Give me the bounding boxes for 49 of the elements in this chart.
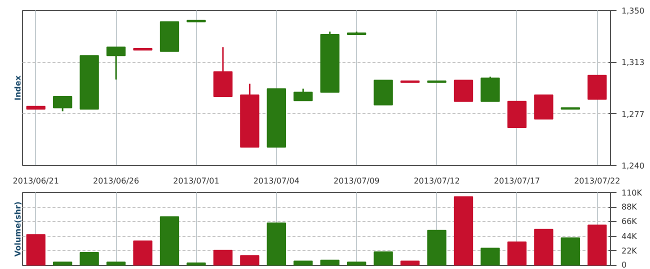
bar	[53, 262, 72, 266]
bar	[427, 230, 446, 266]
candlestick	[106, 46, 126, 80]
bar	[213, 250, 233, 266]
candlestick	[294, 88, 313, 102]
y-axis-title: Volume(shr)	[14, 201, 22, 257]
bar	[186, 262, 206, 266]
bar	[133, 240, 152, 266]
bar	[400, 260, 420, 266]
y-tick-label: 110K	[622, 188, 643, 198]
candlestick	[480, 76, 500, 102]
y-tick-label: 1,313	[622, 58, 644, 68]
x-tick-label: 2013/06/21	[12, 176, 59, 186]
bar	[266, 222, 286, 266]
x-tick-label: 2013/07/12	[414, 176, 460, 186]
bar	[240, 255, 260, 266]
bar	[507, 242, 527, 266]
bar	[347, 262, 366, 266]
bar	[80, 252, 99, 266]
y-tick-label: 44K	[622, 232, 638, 241]
y-tick-label: 22K	[622, 246, 638, 256]
bar	[160, 216, 180, 266]
candlestick	[454, 80, 474, 102]
bar	[26, 234, 46, 266]
y-tick-label: 1,240	[622, 162, 644, 170]
bar	[534, 228, 554, 266]
bar	[374, 251, 393, 266]
x-tick-label: 2013/06/26	[92, 176, 140, 186]
y-tick-label: 66K	[622, 217, 638, 226]
y-tick-label: 1,350	[622, 6, 644, 16]
bar	[480, 248, 500, 266]
bar	[294, 260, 313, 266]
y-tick-label: 0	[622, 260, 627, 269]
candlestick	[534, 94, 554, 120]
x-tick-label: 2013/07/17	[494, 176, 540, 186]
x-tick-label: 2013/07/01	[173, 176, 220, 186]
y-tick-label: 88K	[622, 202, 638, 212]
bar	[106, 262, 126, 266]
candlestick	[588, 74, 607, 100]
bar	[454, 196, 474, 266]
x-tick-label: 2013/07/22	[574, 176, 620, 186]
y-tick-label: 1,277	[622, 110, 644, 119]
bar	[560, 237, 580, 266]
bar	[320, 260, 340, 266]
bar	[588, 224, 607, 266]
candlestick	[53, 96, 72, 112]
x-tick-label: 2013/07/04	[253, 176, 300, 186]
y-axis-title: Index	[14, 74, 22, 100]
x-tick-label: 2013/07/09	[334, 176, 380, 186]
